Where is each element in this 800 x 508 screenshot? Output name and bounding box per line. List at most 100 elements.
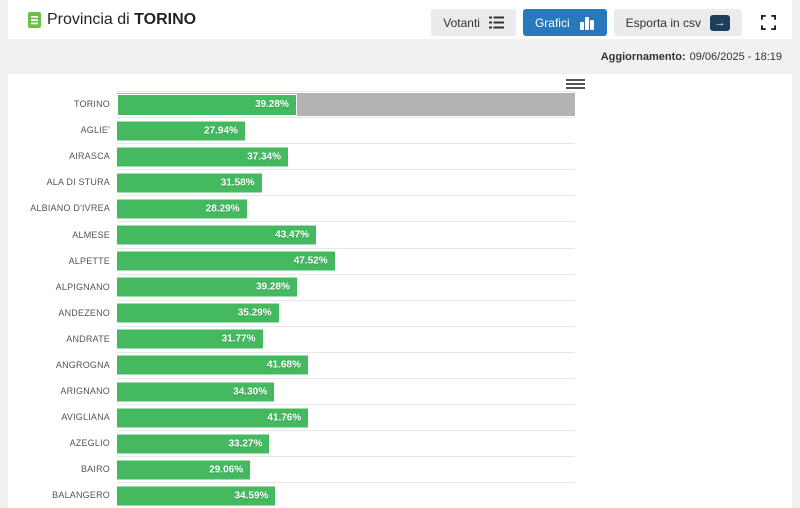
update-bar: Aggiornamento: 09/06/2025 - 18:19 (8, 39, 792, 74)
votanti-button[interactable]: Votanti (431, 9, 516, 36)
list-icon (488, 16, 504, 29)
chart-row: ARIGNANO 34.30% (8, 378, 792, 404)
value-label: 31.58% (220, 177, 255, 189)
export-arrow-icon: → (710, 14, 730, 31)
category-label: ANGROGNA (55, 359, 110, 370)
value-label: 39.28% (255, 281, 290, 293)
category-label: ANDEZENO (58, 307, 110, 318)
update-label: Aggiornamento: (600, 50, 686, 63)
bar-track: 34.30% (117, 378, 575, 404)
bar-track: 29.06% (117, 456, 575, 482)
value-label: 41.68% (266, 359, 301, 371)
chart-row: ALA DI STURA 31.58% (8, 169, 792, 195)
value-bar[interactable]: 37.34% (117, 147, 289, 167)
bar-chart-icon (579, 16, 594, 30)
value-bar[interactable]: 29.06% (117, 460, 251, 480)
value-bar[interactable]: 34.59% (117, 486, 276, 506)
bar-chart: TORINO 39.28% AGLIE' 27.94% AIRASCA 37.34% ALA… (8, 91, 792, 508)
value-bar[interactable]: 43.47% (117, 225, 317, 245)
chart-row: AGLIE' 27.94% (8, 117, 792, 143)
bar-track: 27.94% (117, 117, 575, 143)
document-icon (28, 11, 41, 28)
category-label: AIRASCA (69, 151, 110, 162)
chart-row: AVIGLIANA 41.76% (8, 404, 792, 430)
value-bar[interactable]: 41.68% (117, 355, 308, 375)
bar-track: 39.28% (117, 273, 575, 300)
bar-track: 28.29% (117, 195, 575, 221)
chart-row: BALANGERO 34.59% (8, 482, 792, 508)
grafici-button[interactable]: Grafici (522, 9, 607, 36)
chart-row: ALBIANO D'IVREA 28.29% (8, 195, 792, 221)
value-bar[interactable]: 28.29% (117, 199, 247, 219)
bar-track: 41.76% (117, 404, 575, 430)
value-bar[interactable]: 31.58% (117, 173, 262, 193)
value-label: 39.28% (254, 99, 289, 111)
esporta-csv-button-label: Esporta in csv (625, 15, 701, 30)
value-label: 43.47% (275, 229, 310, 241)
bar-track: 34.59% (117, 482, 575, 508)
category-label: BALANGERO (52, 490, 110, 501)
page-title: Provincia di TORINO (8, 11, 196, 29)
value-bar[interactable]: 27.94% (117, 121, 245, 141)
chart-row: ANDRATE 31.77% (8, 325, 792, 352)
bar-track: 43.47% (117, 221, 575, 247)
value-bar[interactable]: 41.76% (117, 408, 309, 428)
value-label: 35.29% (237, 307, 272, 319)
chart-row: ALPIGNANO 39.28% (8, 273, 792, 300)
value-label: 34.59% (234, 490, 269, 502)
bar-track: 41.68% (117, 351, 575, 378)
page-title-text: Provincia di TORINO (47, 11, 196, 29)
value-bar[interactable]: 47.52% (117, 251, 335, 271)
bar-track: 37.34% (117, 143, 575, 169)
category-label: ALPIGNANO (55, 281, 110, 292)
bar-track: 35.29% (117, 299, 575, 326)
category-label: TORINO (73, 99, 110, 110)
category-label: BAIRO (80, 464, 110, 475)
category-label: ANDRATE (66, 333, 110, 344)
chart-row: ANGROGNA 41.68% (8, 351, 792, 378)
value-label: 33.27% (228, 438, 263, 450)
category-label: ARIGNANO (60, 386, 110, 397)
chart-row: ALMESE 43.47% (8, 221, 792, 247)
value-label: 31.77% (221, 333, 256, 345)
header-bar: Provincia di TORINO Votanti Grafici (8, 0, 792, 39)
category-label: ALPETTE (68, 255, 110, 266)
category-label: ALMESE (72, 229, 110, 240)
bar-track: 33.27% (117, 430, 575, 456)
value-label: 37.34% (247, 151, 282, 163)
chart-row: ANDEZENO 35.29% (8, 299, 792, 326)
category-label: ALBIANO D'IVREA (30, 203, 110, 214)
title-prefix: Provincia di (47, 10, 130, 28)
value-bar[interactable]: 39.28% (117, 277, 297, 297)
hamburger-menu-icon[interactable] (566, 79, 585, 91)
bar-track: 31.77% (117, 325, 575, 352)
bar-track: 39.28% (117, 91, 575, 117)
value-label: 27.94% (204, 125, 238, 137)
value-bar[interactable]: 35.29% (117, 303, 279, 323)
chart-row: BAIRO 29.06% (8, 456, 792, 482)
chart-panel: TORINO 39.28% AGLIE' 27.94% AIRASCA 37.34% ALA… (8, 74, 792, 508)
fullscreen-button[interactable] (757, 15, 780, 30)
value-label: 29.06% (209, 464, 244, 476)
title-province: TORINO (134, 10, 197, 28)
chart-row: AIRASCA 37.34% (8, 143, 792, 169)
category-label: ALA DI STURA (46, 177, 110, 188)
chart-row: ALPETTE 47.52% (8, 247, 792, 274)
category-label: AGLIE' (80, 125, 110, 136)
value-label: 28.29% (205, 203, 240, 215)
value-bar[interactable]: 33.27% (117, 434, 270, 454)
value-bar[interactable]: 31.77% (117, 329, 263, 349)
esporta-csv-button[interactable]: Esporta in csv → (613, 9, 742, 36)
value-label: 34.30% (233, 386, 268, 398)
votanti-button-label: Votanti (443, 15, 480, 30)
bar-track: 31.58% (117, 169, 575, 195)
fullscreen-icon (761, 15, 776, 30)
grafici-button-label: Grafici (534, 15, 570, 30)
bar-track: 47.52% (117, 247, 575, 274)
value-bar[interactable]: 34.30% (117, 382, 275, 402)
value-label: 41.76% (267, 412, 302, 424)
value-bar[interactable]: 39.28% (117, 93, 297, 116)
category-label: AVIGLIANA (61, 412, 110, 423)
value-label: 47.52% (293, 255, 328, 267)
category-label: AZEGLIO (69, 438, 110, 449)
